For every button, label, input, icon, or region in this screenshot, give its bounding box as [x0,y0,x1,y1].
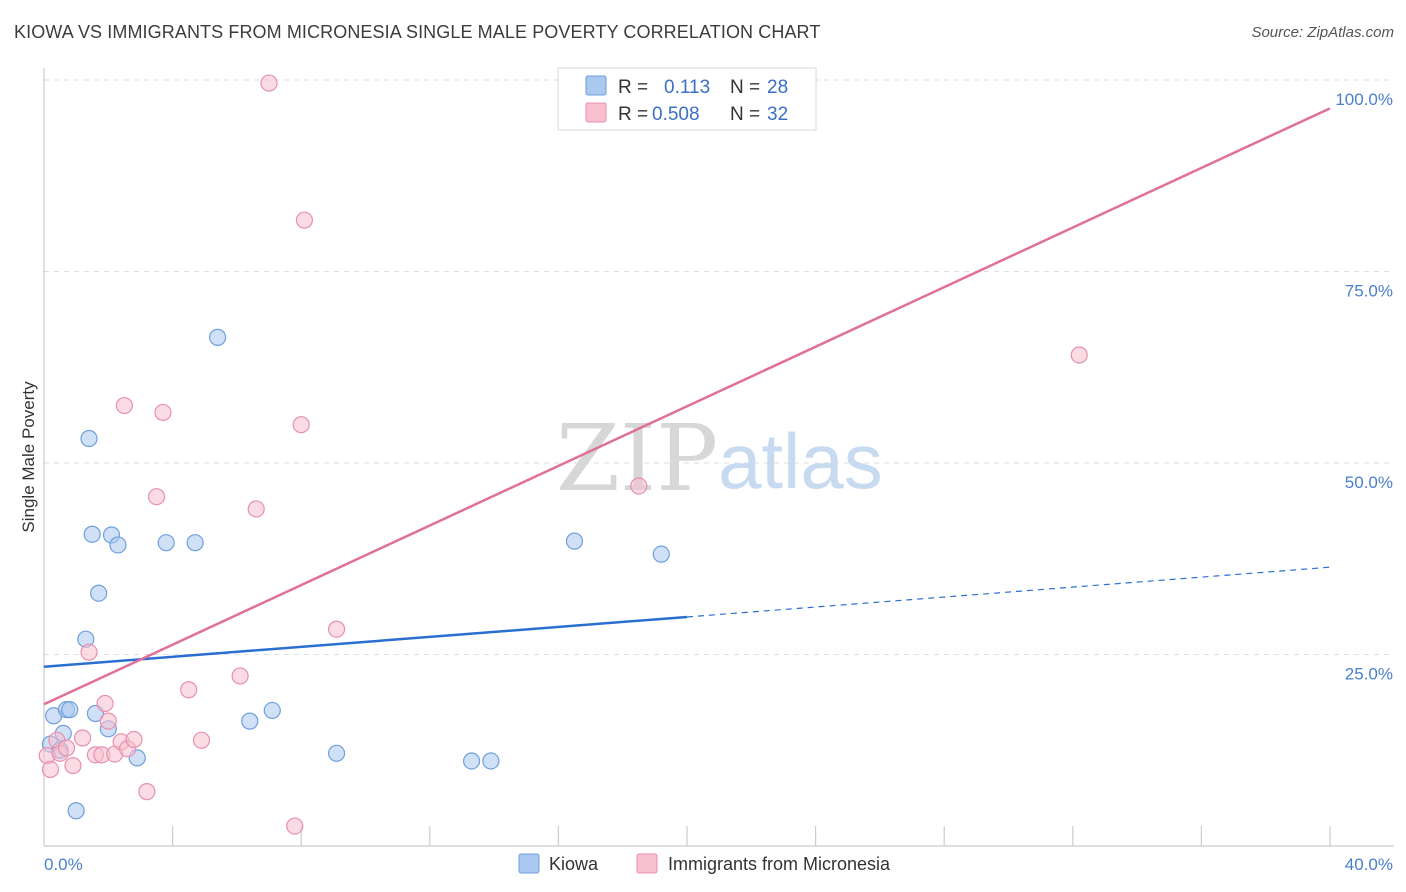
point-immigrants-from-micronesia [41,760,60,779]
x-tick-label-max: 40.0% [1345,855,1393,874]
watermark-atlas: atlas [718,417,883,505]
legend-n-value-kiowa: 28 [767,77,788,98]
point-immigrants-from-micronesia [154,403,172,422]
legend-r-label-kiowa: R = [618,77,648,98]
point-immigrants-from-micronesia [247,500,265,518]
point-immigrants-from-micronesia [192,731,211,749]
point-kiowa [186,534,204,552]
trend-lines [43,107,1331,706]
legend-r-value-micronesia: 0.508 [652,104,700,125]
point-immigrants-from-micronesia [327,620,346,638]
point-immigrants-from-micronesia [295,211,314,229]
trend-line-kiowa [43,615,688,669]
bottom-legend-swatch-micronesia [636,853,658,874]
point-immigrants-from-micronesia [115,396,133,415]
point-kiowa [80,429,98,448]
legend-n-label-micronesia: N = [730,104,760,125]
bottom-legend-swatch-kiowa [518,853,540,874]
point-kiowa [652,545,670,563]
x-tick-label-min: 0.0% [44,855,83,874]
point-immigrants-from-micronesia [57,739,76,757]
point-kiowa [241,712,259,730]
point-kiowa [157,534,175,552]
point-immigrants-from-micronesia [138,783,156,801]
axes [43,68,1394,847]
point-kiowa [109,536,127,554]
legend-n-label-kiowa: N = [730,77,760,98]
y-tick-label: 75.0% [1345,282,1393,301]
legend-swatch-micronesia [585,102,607,123]
point-kiowa [90,584,108,602]
legend-box: R = 0.113 N = 28 R = 0.508 N = 32 [557,67,817,131]
point-kiowa [67,802,85,820]
point-kiowa [327,744,346,762]
point-kiowa [61,701,79,719]
point-immigrants-from-micronesia [1070,346,1088,364]
trend-line-extension-kiowa [686,566,1331,618]
y-tick-label: 50.0% [1345,473,1393,492]
point-kiowa [83,525,101,543]
point-immigrants-from-micronesia [64,756,82,775]
watermark: ZIP atlas [556,405,883,512]
x-ticks [172,826,1331,846]
point-immigrants-from-micronesia [286,817,304,835]
point-immigrants-from-micronesia [147,488,166,506]
legend-n-value-micronesia: 32 [767,104,788,125]
y-tick-labels: 25.0% 50.0% 75.0% 100.0% [1335,90,1393,684]
point-immigrants-from-micronesia [99,712,117,730]
legend-r-label-micronesia: R = [618,104,648,125]
chart-title: KIOWA VS IMMIGRANTS FROM MICRONESIA SING… [14,22,821,42]
point-immigrants-from-micronesia [80,643,98,661]
bottom-legend-label-micronesia: Immigrants from Micronesia [668,854,891,874]
point-immigrants-from-micronesia [630,477,648,495]
source-label: Source: ZipAtlas.com [1251,24,1394,41]
bottom-legend-label-kiowa: Kiowa [549,854,599,874]
point-immigrants-from-micronesia [73,729,92,747]
point-immigrants-from-micronesia [125,730,143,749]
point-immigrants-from-micronesia [292,416,310,434]
legend-swatch-kiowa [585,75,607,96]
point-kiowa [482,752,500,770]
point-kiowa [565,532,584,550]
point-immigrants-from-micronesia [260,74,278,92]
point-immigrants-from-micronesia [96,694,114,713]
y-axis-title: Single Male Poverty [19,381,38,533]
legend-r-value-kiowa: 0.113 [664,77,710,98]
point-kiowa [209,328,227,346]
point-immigrants-from-micronesia [231,667,249,685]
watermark-zip: ZIP [556,405,718,512]
gridlines [44,79,1394,655]
point-kiowa [462,752,481,770]
trend-line-immigrants-from-micronesia [43,107,1331,706]
bottom-legend: Kiowa Immigrants from Micronesia [518,853,891,874]
y-tick-label: 25.0% [1345,665,1393,684]
scatter-points [38,74,1088,835]
y-tick-label: 100.0% [1335,90,1393,109]
point-immigrants-from-micronesia [180,681,198,699]
point-kiowa [263,701,281,720]
